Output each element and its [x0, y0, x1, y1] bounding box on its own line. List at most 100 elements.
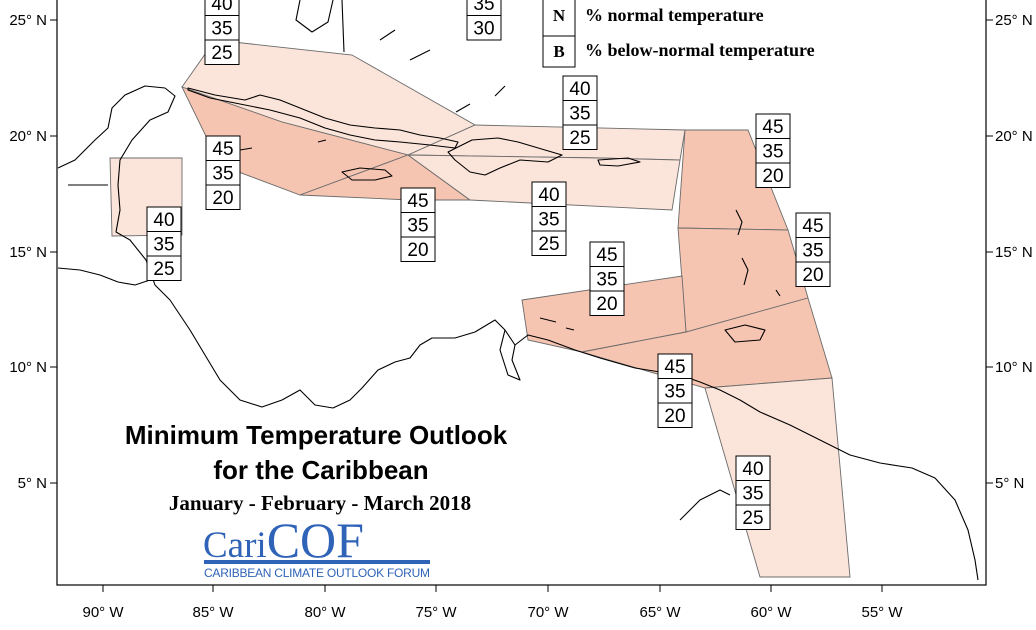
outlook-cell: [589, 266, 625, 292]
outlook-value: 35: [569, 104, 590, 125]
legend-key-normal: N: [553, 6, 566, 25]
outlook-cell: [531, 230, 567, 256]
outlook-value: 30: [473, 19, 494, 40]
legend-key-below: B: [553, 42, 564, 61]
x-tick-label: 85° W: [192, 604, 234, 621]
x-tick-label: 65° W: [639, 604, 681, 621]
outlook-box: 40 35 25: [204, 0, 240, 65]
outlook-value: 35: [211, 19, 232, 40]
outlook-cell: [755, 138, 791, 164]
outlook-cell: [735, 504, 771, 530]
x-tick-label: 55° W: [861, 604, 903, 621]
outlook-box: 45 35 20: [400, 187, 436, 262]
outlook-value: 45: [762, 117, 783, 138]
y-tick-label: 25° N: [995, 12, 1033, 29]
logo-tagline: CARIBBEAN CLIMATE OUTLOOK FORUM: [204, 566, 430, 580]
outlook-value: 45: [596, 245, 617, 266]
outlook-value: 40: [153, 210, 174, 231]
axis-ticks: [50, 19, 993, 592]
outlook-value: 25: [538, 234, 559, 255]
outlook-value: 35: [802, 241, 823, 262]
outlook-value: 20: [407, 240, 428, 261]
x-tick-label: 75° W: [415, 604, 457, 621]
outlook-cell: [204, 15, 240, 41]
legend-label-normal: % normal temperature: [585, 5, 764, 25]
outlook-cell: [795, 237, 831, 263]
outlook-cell: [400, 187, 436, 213]
outlook-value: 40: [742, 459, 763, 480]
outlook-value: 25: [211, 43, 232, 64]
outlook-cell: [531, 206, 567, 232]
outlook-value: 35: [473, 0, 494, 15]
y-tick-label: 15° N: [9, 244, 47, 261]
y-axis-labels-left: 25° N 20° N 15° N 10° N 5° N: [9, 12, 47, 492]
x-tick-label: 80° W: [304, 604, 346, 621]
outlook-cell: [400, 236, 436, 262]
logo-wordmark: CariCOF: [203, 512, 364, 568]
outlook-value: 45: [802, 216, 823, 237]
outlook-value: 20: [802, 265, 823, 286]
outlook-value: 20: [762, 166, 783, 187]
y-tick-label: 5° N: [18, 475, 47, 492]
outlook-cell: [755, 113, 791, 139]
y-tick-label: 5° N: [995, 475, 1024, 492]
outlook-value: 45: [212, 139, 233, 160]
outlook-cell: [531, 181, 567, 207]
outlook-value: 20: [212, 188, 233, 209]
outlook-value: 35: [664, 382, 685, 403]
outlook-cell: [205, 184, 241, 210]
logo-wordmark-part1: Cari: [203, 525, 267, 566]
outlook-cell: [562, 124, 598, 150]
outlook-value: 35: [596, 270, 617, 291]
y-tick-label: 20° N: [995, 128, 1033, 145]
outlook-value: 35: [212, 164, 233, 185]
outlook-box: 45 35 20: [657, 353, 693, 428]
outlook-box: 40 35 25: [531, 181, 567, 256]
x-tick-label: 90° W: [82, 604, 124, 621]
y-tick-label: 10° N: [995, 359, 1033, 376]
caricof-logo: CariCOF CARIBBEAN CLIMATE OUTLOOK FORUM: [203, 512, 430, 580]
probability-boxes: 4035253530453520403525453520403525403525…: [146, 0, 831, 530]
outlook-box: 45 35 20: [795, 212, 831, 287]
title-period: January - February - March 2018: [169, 491, 471, 515]
outlook-value: 35: [407, 216, 428, 237]
outlook-value: 40: [538, 185, 559, 206]
y-tick-label: 15° N: [995, 244, 1033, 261]
outlook-cell: [657, 353, 693, 379]
outlook-box: 40 35 25: [146, 206, 182, 281]
outlook-value: 20: [664, 406, 685, 427]
outlook-value: 45: [407, 191, 428, 212]
outlook-cell: [735, 480, 771, 506]
outlook-value: 35: [742, 484, 763, 505]
x-tick-label: 60° W: [750, 604, 792, 621]
legend-key-box: [542, 0, 576, 37]
outlook-value: 35: [762, 142, 783, 163]
outlook-cell: [204, 39, 240, 65]
outlook-cell: [146, 206, 182, 232]
y-axis-labels-right: 25° N 20° N 15° N 10° N 5° N: [995, 12, 1033, 492]
outlook-box: 40 35 25: [735, 455, 771, 530]
outlook-cell: [466, 15, 502, 41]
legend-label-below: % below-normal temperature: [585, 40, 815, 60]
outlook-value: 45: [664, 357, 685, 378]
y-tick-label: 10° N: [9, 359, 47, 376]
title-line2: for the Caribbean: [213, 455, 428, 485]
outlook-value: 25: [742, 508, 763, 529]
coastlines: [57, 0, 979, 581]
logo-rule: [204, 560, 430, 564]
legend: N % normal temperature B % below-normal …: [542, 0, 815, 68]
outlook-cell: [795, 261, 831, 287]
outlook-value: 35: [153, 235, 174, 256]
legend-key-box: [542, 35, 576, 68]
outlook-cell: [657, 402, 693, 428]
outlook-cell: [589, 290, 625, 316]
outlook-regions: [109, 39, 851, 578]
outlook-value: 40: [211, 0, 232, 15]
outlook-cell: [795, 212, 831, 238]
y-tick-label: 25° N: [9, 12, 47, 29]
outlook-cell: [755, 162, 791, 188]
y-tick-label: 20° N: [9, 128, 47, 145]
outlook-box: 45 35 20: [755, 113, 791, 188]
